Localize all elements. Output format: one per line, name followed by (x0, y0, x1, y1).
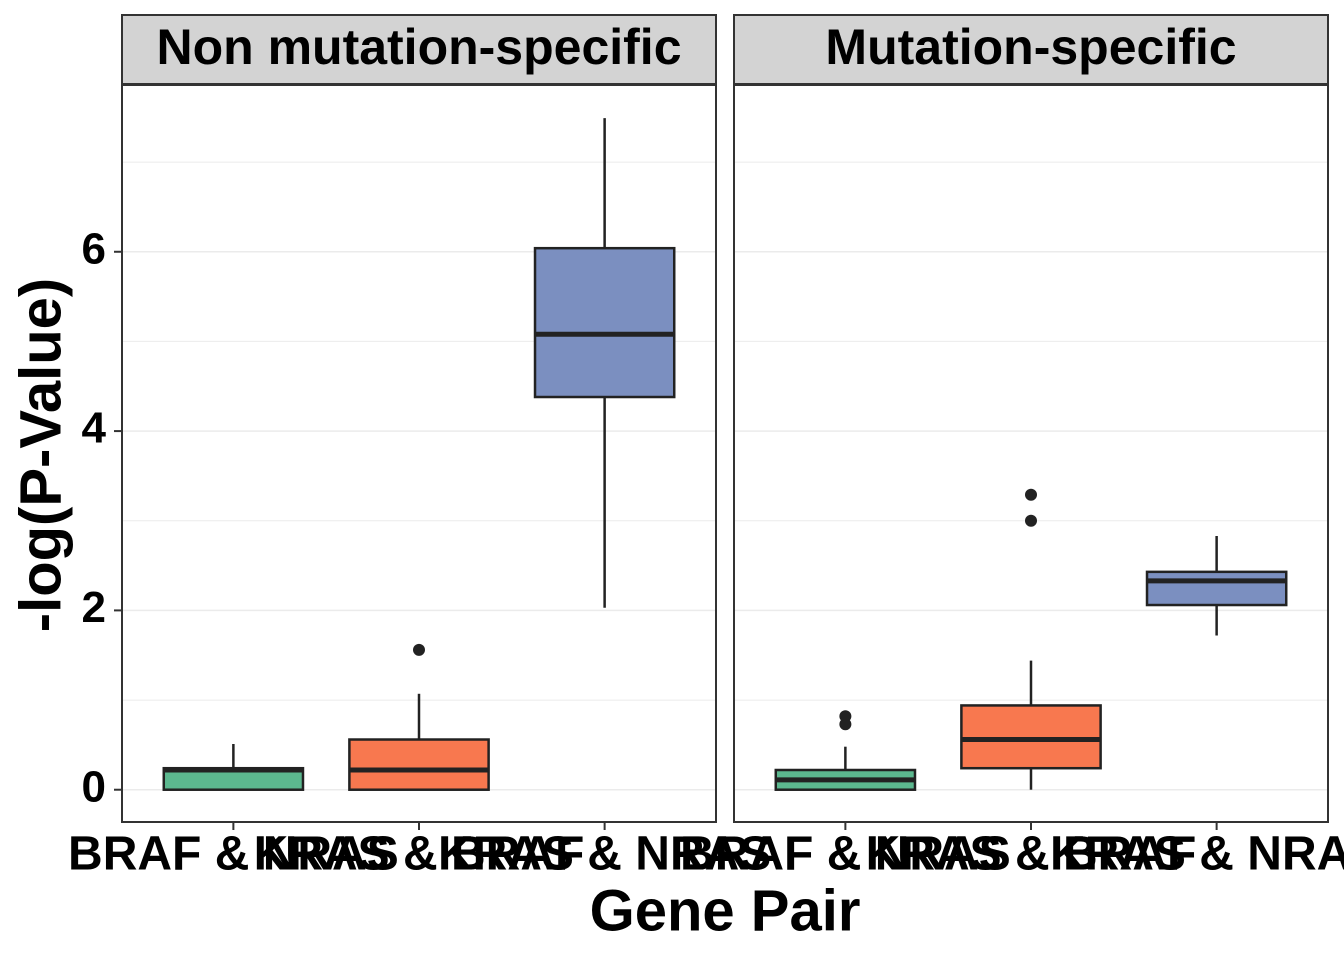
box (960, 704, 1102, 770)
panel-border (733, 84, 1329, 823)
x-tick-label: KRAS & BRAF (866, 828, 1197, 881)
x-tick-label: BRAF & NRAS (680, 828, 1011, 881)
facet-title: Non mutation-specific (156, 19, 681, 75)
facet-title: Mutation-specific (825, 19, 1236, 75)
y-tick-label: 6 (82, 224, 106, 273)
y-tick-label: 2 (82, 583, 106, 632)
x-tick-label: KRAS & BRAF (254, 828, 585, 881)
y-tick-label: 0 (82, 762, 106, 811)
x-tick-label: KRAS & NRAS (438, 828, 771, 881)
outlier (1025, 514, 1037, 527)
box (533, 246, 676, 399)
x-tick-label: KRAS & NRAS (1050, 828, 1344, 881)
panel-border (121, 84, 717, 823)
x-axis-title: Gene Pair (590, 878, 861, 943)
y-axis-title: -log(P-Value) (8, 278, 73, 632)
strip (121, 14, 717, 85)
outlier (413, 643, 425, 656)
x-tick-label: BRAF & NRAS (68, 828, 399, 881)
y-tick-label: 4 (82, 404, 107, 453)
outlier (839, 718, 852, 731)
box (1145, 570, 1288, 607)
outlier (1025, 488, 1037, 501)
box (348, 738, 490, 791)
strip (733, 14, 1329, 85)
